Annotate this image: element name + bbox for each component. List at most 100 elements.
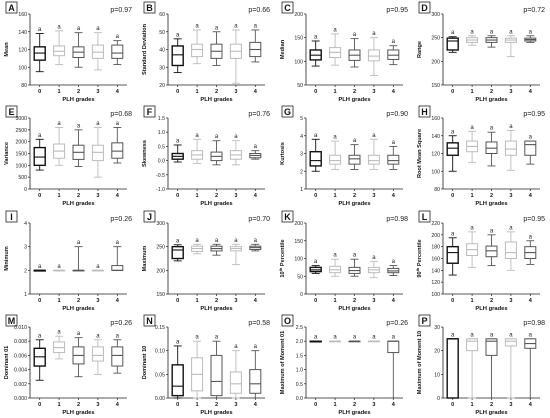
box-grade-3: a xyxy=(367,31,380,76)
box-iqr xyxy=(229,371,242,394)
x-axis-label: PLH grades xyxy=(62,97,94,103)
p-value: p=0.58 xyxy=(248,320,270,327)
x-tick-label: 3 xyxy=(96,193,99,199)
significance-label: a xyxy=(195,335,199,341)
y-tick-label: 200 xyxy=(294,12,303,18)
x-tick-label: 3 xyxy=(234,89,237,95)
x-tick-label: 2 xyxy=(77,193,80,199)
box-grade-1: a xyxy=(53,330,66,360)
box-grade-0: a xyxy=(33,133,46,171)
y-tick-label: 120 xyxy=(431,152,440,158)
y-tick-label: 2 xyxy=(300,169,303,175)
x-axis-label: PLH grades xyxy=(475,410,507,416)
panel-letter: K xyxy=(284,212,291,222)
x-tick-label: 2 xyxy=(77,402,80,408)
y-tick-label: 150 xyxy=(294,239,303,245)
significance-label: a xyxy=(490,332,494,338)
x-tick-label: 1 xyxy=(471,193,474,199)
y-tick-label: 250 xyxy=(431,36,440,42)
significance-label: a xyxy=(96,26,100,32)
box-grade-1: a xyxy=(329,335,342,343)
y-tick-label: 0.05 xyxy=(155,372,165,378)
box-grade-1: a xyxy=(191,133,204,164)
x-tick-label: 4 xyxy=(116,298,120,304)
significance-label: a xyxy=(451,129,455,135)
x-axis-label: PLH grades xyxy=(200,410,232,416)
x-tick-label: 2 xyxy=(353,402,356,408)
y-axis-label-rest: Percentile xyxy=(280,239,286,267)
box-iqr xyxy=(111,346,124,367)
box-iqr xyxy=(111,142,124,159)
significance-label: a xyxy=(490,228,494,234)
x-tick-label: 1 xyxy=(471,298,474,304)
y-tick-label: 0.004 xyxy=(14,368,27,374)
y-tick-label: 100 xyxy=(294,59,303,65)
box-grade-3: a xyxy=(367,335,380,343)
significance-label: a xyxy=(77,331,81,337)
y-tick-label: 0.006 xyxy=(14,353,27,359)
panel-letter-box xyxy=(143,210,156,223)
p-value: p=0.97 xyxy=(110,7,132,14)
significance-label: a xyxy=(333,253,337,259)
x-tick-label: 4 xyxy=(254,193,258,199)
box-iqr xyxy=(111,265,124,271)
y-tick-label: 0 xyxy=(300,292,303,298)
box-grade-2: a xyxy=(485,126,498,167)
box-grade-4: a xyxy=(387,140,400,170)
x-tick-label: 4 xyxy=(254,298,258,304)
box-grade-2: a xyxy=(210,134,223,166)
box-grade-4: a xyxy=(387,39,400,66)
box-grade-2: a xyxy=(348,138,361,170)
p-value: p=0.98 xyxy=(523,320,545,327)
panel-letter-box xyxy=(143,105,156,118)
box-grade-0: a xyxy=(171,238,184,262)
significance-label: a xyxy=(451,231,455,237)
box-grade-1: a xyxy=(53,121,66,166)
p-value: p=0.66 xyxy=(248,7,270,14)
significance-label: a xyxy=(38,333,42,339)
significance-label: a xyxy=(38,264,42,270)
x-axis-label: PLH grades xyxy=(338,201,370,207)
x-tick-label: 2 xyxy=(215,89,218,95)
y-tick-label: 3000 xyxy=(15,116,27,122)
box-grade-2: a xyxy=(72,123,85,167)
box-grade-3: a xyxy=(91,333,104,376)
y-axis-label-base: 10 xyxy=(280,271,286,277)
box-iqr xyxy=(504,241,517,259)
x-tick-label: 0 xyxy=(176,193,179,199)
panel-letter-box xyxy=(143,1,156,14)
y-tick-label: 150 xyxy=(431,83,440,89)
significance-label: a xyxy=(314,259,318,265)
x-tick-label: 1 xyxy=(334,193,337,199)
panel-letter: O xyxy=(284,316,291,326)
x-tick-label: 1 xyxy=(58,89,61,95)
significance-label: a xyxy=(372,255,376,261)
p-value: p=0.95 xyxy=(386,7,408,14)
x-tick-label: 2 xyxy=(490,298,493,304)
x-tick-label: 1 xyxy=(58,193,61,199)
box-iqr xyxy=(466,338,479,352)
panel-letter: L xyxy=(422,212,428,222)
significance-label: a xyxy=(529,135,533,141)
y-tick-label: 2500 xyxy=(15,128,27,134)
box-grade-3: a xyxy=(229,344,242,399)
p-value: p=0.68 xyxy=(110,111,132,118)
y-tick-label: 100 xyxy=(431,169,440,175)
x-tick-label: 0 xyxy=(451,402,454,408)
box-iqr xyxy=(348,154,361,165)
p-value: p=0.98 xyxy=(386,216,408,223)
y-axis-label: Median xyxy=(280,39,286,59)
y-tick-label: 1.5 xyxy=(296,353,303,359)
box-iqr xyxy=(171,45,184,67)
x-tick-label: 4 xyxy=(529,298,533,304)
panel-letter-box xyxy=(418,105,431,118)
significance-label: a xyxy=(470,125,474,131)
significance-label: a xyxy=(529,234,533,240)
x-tick-label: 3 xyxy=(372,298,375,304)
x-axis-label: PLH grades xyxy=(200,306,232,312)
x-tick-label: 1 xyxy=(196,193,199,199)
x-tick-label: 3 xyxy=(509,193,512,199)
y-axis-label: Dominant 01 xyxy=(4,346,10,380)
